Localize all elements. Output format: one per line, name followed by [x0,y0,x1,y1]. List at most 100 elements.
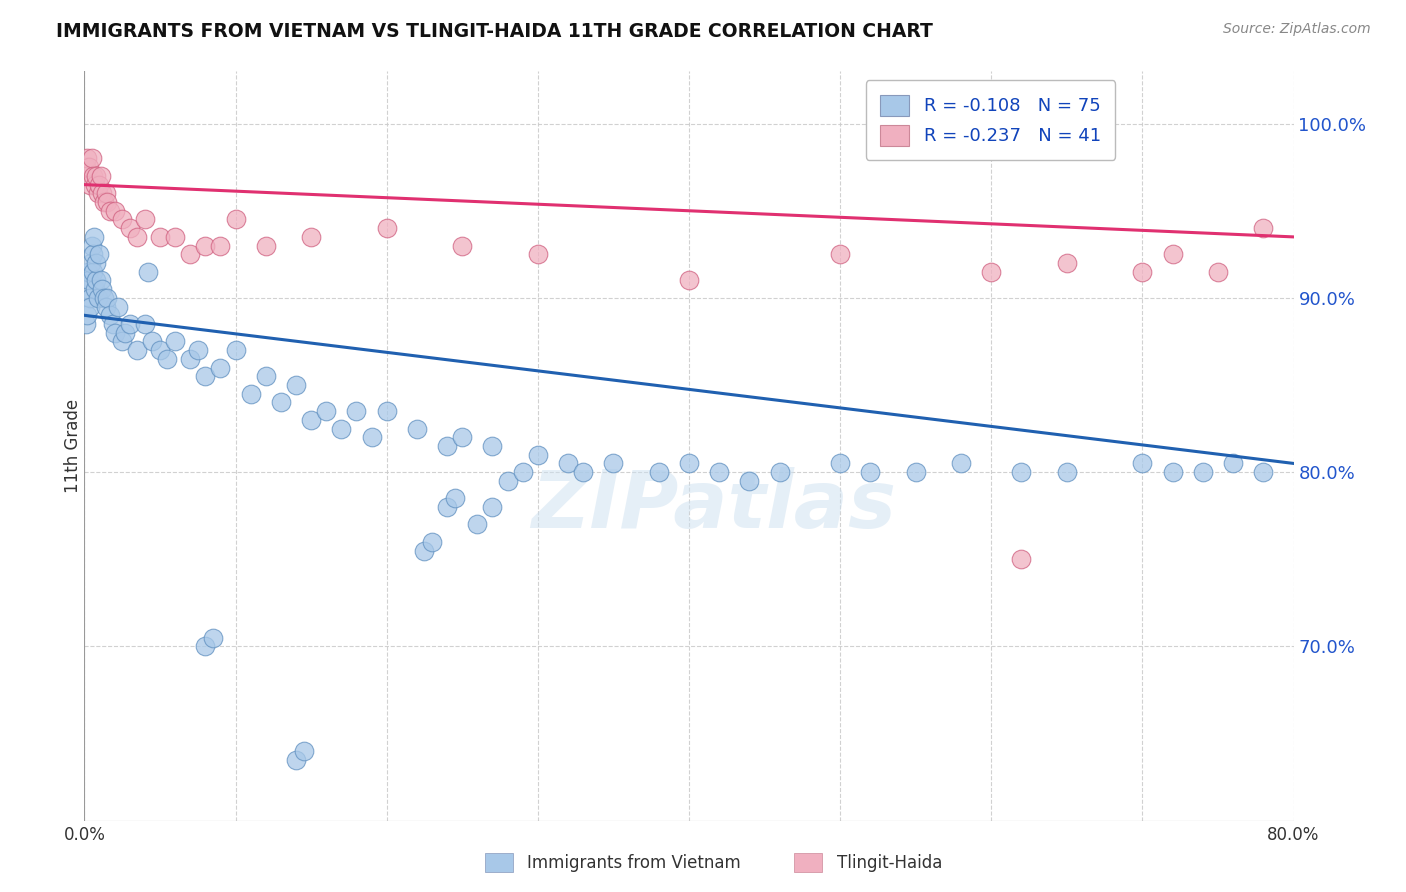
Point [209,238,232,252]
Point [111,212,134,227]
Point [830,247,852,261]
Text: Source: ZipAtlas.com: Source: ZipAtlas.com [1223,22,1371,37]
Point [98,203,121,218]
Point [141,334,163,349]
Point [84,273,107,287]
Point [77,160,100,174]
Point [420,534,443,549]
Point [738,474,761,488]
Point [201,631,224,645]
Text: Tlingit-Haida: Tlingit-Haida [837,855,942,872]
Point [179,351,201,366]
Point [572,465,595,479]
Point [91,282,114,296]
Point [87,291,110,305]
Point [299,413,322,427]
Point [346,404,368,418]
Point [165,230,187,244]
Point [209,360,232,375]
Point [1206,265,1229,279]
Point [101,317,124,331]
Point [104,203,127,218]
Point [134,317,156,331]
Point [239,386,262,401]
Point [467,517,489,532]
Point [225,343,247,358]
Point [1132,265,1154,279]
Point [527,247,550,261]
Point [84,282,107,296]
Point [118,317,141,331]
Point [315,404,337,418]
Point [165,334,187,349]
Point [602,457,624,471]
Point [830,457,852,471]
Point [114,326,136,340]
Point [83,230,105,244]
Point [1222,457,1244,471]
Point [285,753,308,767]
Point [225,212,247,227]
Point [94,300,117,314]
Point [84,178,107,192]
Point [79,178,101,192]
Point [80,152,103,166]
Point [1161,247,1184,261]
Point [496,474,519,488]
Point [1253,465,1275,479]
Point [1056,256,1078,270]
Point [769,465,792,479]
Point [91,186,114,201]
Point [1056,465,1078,479]
Point [104,326,127,340]
Point [134,212,156,227]
Point [89,247,111,261]
Text: IMMIGRANTS FROM VIETNAM VS TLINGIT-HAIDA 11TH GRADE CORRELATION CHART: IMMIGRANTS FROM VIETNAM VS TLINGIT-HAIDA… [56,22,934,41]
Point [75,317,97,331]
Point [1161,465,1184,479]
Point [86,256,108,270]
Point [648,465,671,479]
Point [678,273,700,287]
Point [980,265,1002,279]
Point [80,256,103,270]
Point [118,221,141,235]
Point [93,195,115,210]
Point [360,430,382,444]
Point [107,300,129,314]
Point [98,308,121,322]
Point [94,186,117,201]
Point [1132,457,1154,471]
Point [89,178,111,192]
Point [194,238,217,252]
Point [96,291,118,305]
Point [80,238,103,252]
Point [76,308,98,322]
Point [254,369,277,384]
Point [527,448,550,462]
Point [1011,465,1033,479]
Point [194,369,217,384]
Point [75,160,97,174]
Point [451,430,474,444]
Point [436,439,458,453]
Legend: R = -0.108   N = 75, R = -0.237   N = 41: R = -0.108 N = 75, R = -0.237 N = 41 [866,80,1115,160]
Point [179,247,201,261]
Point [93,291,115,305]
Point [481,500,503,514]
Point [436,500,458,514]
Point [79,291,101,305]
Point [557,457,579,471]
Point [86,169,108,183]
Point [87,186,110,201]
Point [149,230,172,244]
Point [82,169,104,183]
Point [512,465,534,479]
Point [127,230,149,244]
Point [76,282,98,296]
Point [678,457,700,471]
Point [254,238,277,252]
Point [413,543,436,558]
Point [82,265,104,279]
Point [330,421,353,435]
